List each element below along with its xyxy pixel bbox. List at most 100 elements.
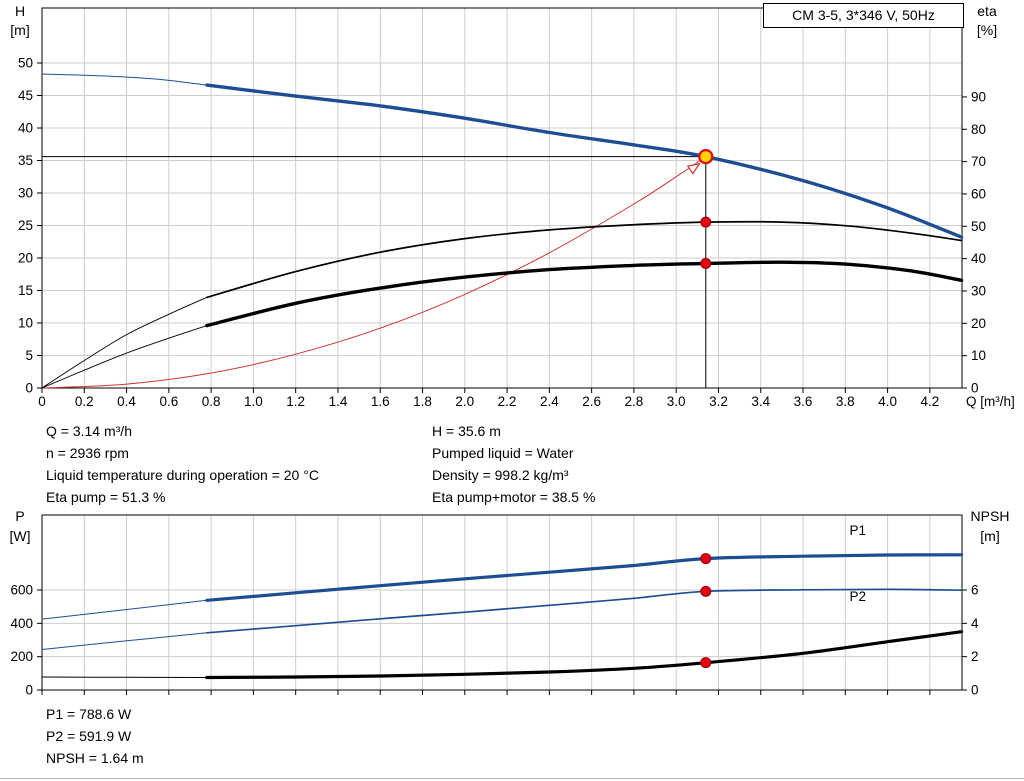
power-info: P1 = 788.6 W P2 = 591.9 W NPSH = 1.64 m xyxy=(46,703,144,769)
head-curve xyxy=(205,83,964,239)
p1-curve-label: P1 xyxy=(850,523,867,538)
x-tick-label: 3.0 xyxy=(667,394,686,409)
x-tick-label: 0 xyxy=(38,394,46,409)
x-tick-label: 0.2 xyxy=(75,394,94,409)
info-pumped-liquid: Pumped liquid = Water xyxy=(432,445,574,461)
left-tick-label: 25 xyxy=(18,218,33,233)
right-tick-label: 2 xyxy=(971,649,979,664)
right-tick-label: 50 xyxy=(971,219,986,234)
x-tick-label: 1.2 xyxy=(286,394,305,409)
right-tick-label: 0 xyxy=(971,683,979,698)
eta-pump-curve xyxy=(206,220,963,299)
system-curve-arrow xyxy=(686,162,701,175)
right-tick-label: 10 xyxy=(971,348,986,363)
info-speed: n = 2936 rpm xyxy=(46,445,129,461)
p1-leadin xyxy=(41,599,208,620)
x-tick-label: 2.4 xyxy=(540,394,559,409)
x-tick-label: 1.4 xyxy=(329,394,348,409)
power-axis-unit-w: [W] xyxy=(9,528,31,544)
info-liquid-temp: Liquid temperature during operation = 20… xyxy=(46,467,319,483)
right-axis-unit-pct: [%] xyxy=(976,22,998,38)
x-tick-label: 0.8 xyxy=(202,394,221,409)
left-tick-label: 20 xyxy=(18,250,33,265)
npsh-axis-unit-m: [m] xyxy=(980,528,1000,544)
left-tick-label: 200 xyxy=(10,649,33,664)
x-tick-label: 1.8 xyxy=(413,394,432,409)
plot-border xyxy=(41,7,963,389)
left-axis-title-h: H xyxy=(14,3,26,19)
power-npsh-chart: 0 200 400 600 0 2 4 6 P1 P2 xyxy=(10,514,979,698)
x-tick-label: 3.2 xyxy=(709,394,728,409)
x-tick-label: 3.4 xyxy=(751,394,770,409)
left-tick-label: 30 xyxy=(18,185,33,200)
info-density: Density = 998.2 kg/m³ xyxy=(432,467,569,483)
left-tick-label: 45 xyxy=(18,88,33,103)
x-tick-label: 3.6 xyxy=(794,394,813,409)
x-tick-label: 2.8 xyxy=(625,394,644,409)
left-tick-label: 400 xyxy=(10,616,33,631)
pump-model-title: CM 3-5, 3*346 V, 50Hz xyxy=(763,3,964,28)
duty-info-right: H = 35.6 m Pumped liquid = Water Density… xyxy=(432,420,595,508)
info-flow: Q = 3.14 m³/h xyxy=(46,423,132,439)
x-tick-label: 2.0 xyxy=(455,394,474,409)
right-tick-label: 70 xyxy=(971,154,986,169)
npsh-point xyxy=(700,657,712,669)
right-tick-label: 90 xyxy=(971,89,986,104)
p1-point xyxy=(700,553,712,565)
right-tick-label: 0 xyxy=(971,381,979,396)
x-tick-label: 2.6 xyxy=(582,394,601,409)
eta-pump-motor-point xyxy=(700,257,712,269)
right-axis-title-eta: eta xyxy=(977,3,997,19)
left-axis-unit-m: [m] xyxy=(10,22,30,38)
npsh-axis-title: NPSH xyxy=(970,508,1010,524)
right-tick-label: 30 xyxy=(971,283,986,298)
right-tick-label: 6 xyxy=(971,583,979,598)
left-tick-label: 40 xyxy=(18,120,33,135)
left-tick-label: 5 xyxy=(25,348,33,363)
x-tick-label: 0.6 xyxy=(159,394,178,409)
info-eta-pump: Eta pump = 51.3 % xyxy=(46,489,166,505)
head-curve-leadin xyxy=(41,73,208,86)
right-tick-label: 20 xyxy=(971,316,986,331)
left-tick-label: 0 xyxy=(25,683,33,698)
eta-pump-point xyxy=(700,216,712,228)
npsh-leadin xyxy=(41,676,208,678)
plot-border xyxy=(41,514,963,691)
x-tick-label: 2.2 xyxy=(498,394,517,409)
duty-info-left: Q = 3.14 m³/h n = 2936 rpm Liquid temper… xyxy=(46,420,319,508)
right-tick-label: 40 xyxy=(971,251,986,266)
p2-curve xyxy=(206,588,963,634)
left-tick-label: 15 xyxy=(18,283,33,298)
right-tick-label: 60 xyxy=(971,186,986,201)
right-tick-label: 80 xyxy=(971,122,986,137)
info-p1: P1 = 788.6 W xyxy=(46,706,132,722)
eta-pump-motor-curve xyxy=(205,260,964,328)
p2-leadin xyxy=(41,632,208,650)
info-npsh: NPSH = 1.64 m xyxy=(46,750,144,766)
bottom-separator xyxy=(0,778,1024,779)
x-tick-label: 0.4 xyxy=(117,394,136,409)
left-tick-label: 0 xyxy=(25,381,33,396)
p1-curve xyxy=(205,553,964,602)
left-tick-label: 10 xyxy=(18,315,33,330)
x-tick-label: 3.8 xyxy=(836,394,855,409)
x-axis-title: Q [m³/h] xyxy=(966,394,1015,409)
npsh-curve xyxy=(205,630,964,680)
eta-pump-motor-leadin xyxy=(41,325,208,389)
x-tick-label: 1.6 xyxy=(371,394,390,409)
left-tick-label: 50 xyxy=(18,55,33,70)
info-head: H = 35.6 m xyxy=(432,423,501,439)
system-curve xyxy=(41,156,707,389)
x-tick-label: 4.2 xyxy=(920,394,939,409)
hq-eta-chart: 0 0.2 0.4 0.6 0.8 1.0 1.2 1.4 1.6 1.8 2.0 2.2 2.4 2.6… xyxy=(18,7,986,409)
right-tick-label: 4 xyxy=(971,616,979,631)
left-tick-label: 35 xyxy=(18,153,33,168)
eta-pump-leadin xyxy=(41,296,208,389)
x-tick-label: 1.0 xyxy=(244,394,263,409)
x-tick-label: 4.0 xyxy=(878,394,897,409)
info-eta-pump-motor: Eta pump+motor = 38.5 % xyxy=(432,489,596,505)
p2-curve-label: P2 xyxy=(850,589,867,604)
duty-point[interactable] xyxy=(698,148,714,165)
info-p2: P2 = 591.9 W xyxy=(46,728,132,744)
